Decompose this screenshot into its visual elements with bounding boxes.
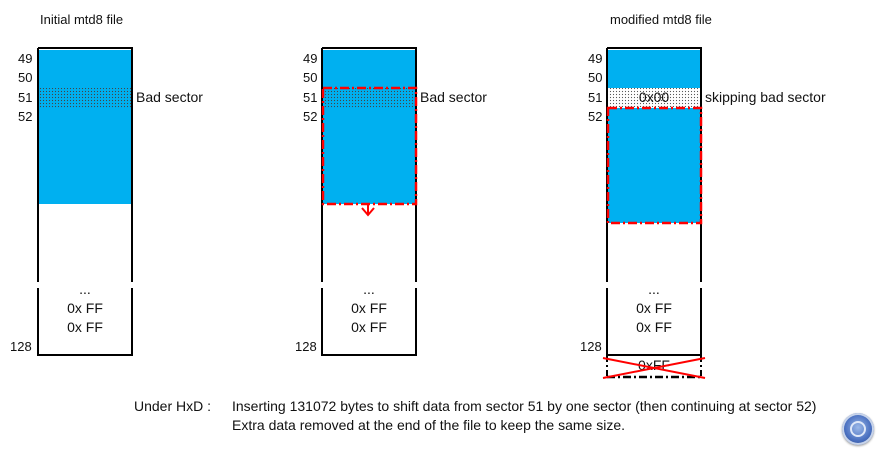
sector-number: 50 xyxy=(303,70,317,85)
column-initial: Initial mtd8 file 49 50 51 52 128 Bad se… xyxy=(10,12,203,356)
skipping-bad-sector-label: skipping bad sector xyxy=(705,89,826,105)
ellipsis-cell: ... xyxy=(79,281,91,297)
sector-number: 51 xyxy=(588,90,602,105)
ff-cell: 0x FF xyxy=(636,319,672,335)
inserted-value: 0x00 xyxy=(639,89,670,105)
data-region-top xyxy=(608,50,701,88)
footer-prefix: Under HxD : xyxy=(134,398,211,414)
footer-line-2: Extra data removed at the end of the fil… xyxy=(232,417,625,433)
ff-cell: 0x FF xyxy=(67,300,103,316)
cross-line xyxy=(602,357,706,379)
sector-number: 52 xyxy=(18,109,32,124)
column-title: modified mtd8 file xyxy=(610,12,712,27)
column-title: Initial mtd8 file xyxy=(40,12,123,27)
end-sector-number: 128 xyxy=(10,339,32,354)
data-region xyxy=(323,50,416,204)
shifted-data-box xyxy=(606,106,703,225)
sector-number: 51 xyxy=(303,90,317,105)
sector-number: 49 xyxy=(18,51,32,66)
footer-note: Under HxD : Inserting 131072 bytes to sh… xyxy=(134,398,816,433)
ellipsis-cell: ... xyxy=(648,281,660,297)
shift-selection-box xyxy=(321,86,418,206)
column-modified: modified mtd8 file 49 50 51 52 128 0x00 … xyxy=(580,12,826,379)
bad-sector-region xyxy=(39,88,132,108)
nav-circle-button[interactable] xyxy=(842,413,874,445)
end-sector-number: 128 xyxy=(580,339,602,354)
ff-cell: 0x FF xyxy=(351,300,387,316)
bad-sector-region xyxy=(323,88,416,108)
ff-cell: 0x FF xyxy=(636,300,672,316)
sector-number: 49 xyxy=(303,51,317,66)
sector-number: 51 xyxy=(18,90,32,105)
data-region-shifted xyxy=(608,108,701,223)
end-sector-number: 128 xyxy=(295,339,317,354)
ellipsis-cell: ... xyxy=(363,281,375,297)
bad-sector-label: Bad sector xyxy=(420,89,487,105)
shift-arrow-head xyxy=(361,207,375,217)
sector-number: 50 xyxy=(18,70,32,85)
footer-line-1: Inserting 131072 bytes to shift data fro… xyxy=(232,398,816,414)
sector-number: 50 xyxy=(588,70,602,85)
sector-number: 49 xyxy=(588,51,602,66)
ff-cell: 0x FF xyxy=(67,319,103,335)
data-region xyxy=(39,50,132,204)
column-shift: 49 50 51 52 128 Bad sector ... 0x FF 0x … xyxy=(295,47,487,356)
sector-number: 52 xyxy=(588,109,602,124)
skipped-sector-region xyxy=(608,88,701,108)
ff-cell: 0x FF xyxy=(351,319,387,335)
bad-sector-label: Bad sector xyxy=(136,89,203,105)
removed-extra-sector: 0xFF xyxy=(602,356,706,379)
sector-number: 52 xyxy=(303,109,317,124)
